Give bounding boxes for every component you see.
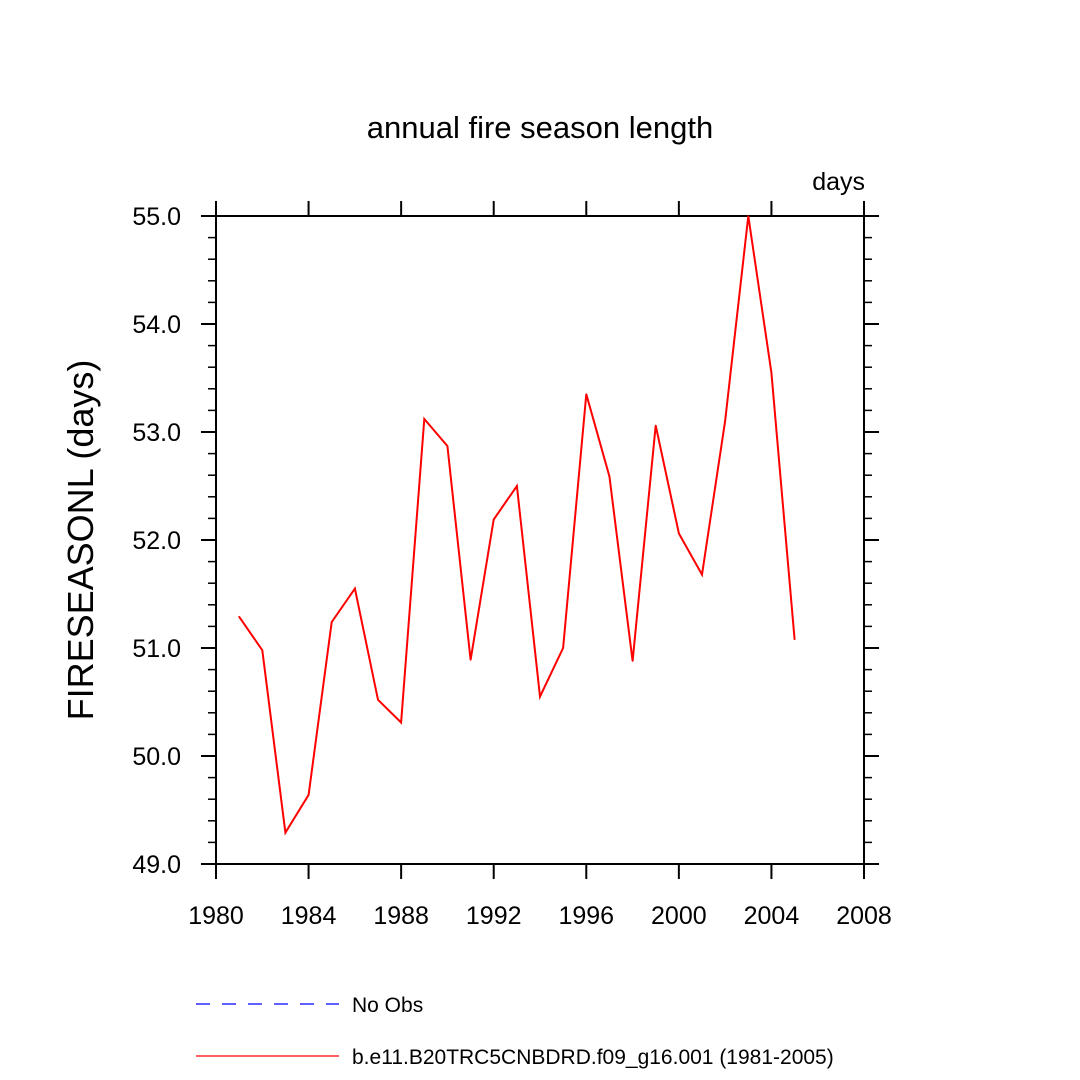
data-point [516, 485, 518, 487]
data-point [678, 532, 680, 535]
series-line-0 [238, 215, 796, 836]
chart-title: annual fire season length [367, 110, 713, 145]
data-point [654, 424, 657, 427]
y-tick-label: 51.0 [132, 635, 181, 663]
tick-labels: 1980 1984 1988 1992 1996 2000 2004 2008 49.0 50.0… [132, 203, 891, 930]
data-point [701, 573, 703, 576]
data-point [238, 615, 240, 618]
legend-label: No Obs [352, 994, 423, 1017]
x-tick-label: 1988 [373, 902, 429, 930]
data-point [608, 475, 611, 478]
data-point [446, 445, 449, 447]
data-point [585, 393, 588, 396]
axis-ticks [201, 201, 879, 879]
y-tick-label: 50.0 [132, 743, 181, 771]
data-point [747, 215, 750, 217]
data-point [330, 621, 333, 623]
x-tick-label: 2000 [651, 902, 707, 930]
data-point [631, 660, 634, 662]
data-point [261, 649, 264, 651]
x-tick-label: 2008 [836, 902, 892, 930]
data-point [724, 420, 726, 423]
data-point [539, 695, 541, 698]
y-tick-label: 54.0 [132, 311, 181, 339]
data-point [354, 587, 356, 590]
x-tick-label: 1996 [558, 902, 614, 930]
data-point [492, 518, 495, 521]
units-label: days [812, 168, 865, 196]
x-tick-label: 1980 [188, 902, 244, 930]
data-point [400, 721, 402, 724]
data-series [238, 215, 796, 836]
x-tick-label: 1992 [466, 902, 522, 930]
legend-label: b.e11.B20TRC5CNBDRD.f09_g16.001 (1981-20… [352, 1046, 834, 1069]
y-axis-label: FIRESEASONL (days) [60, 360, 101, 721]
data-point [562, 647, 564, 649]
y-tick-label: 49.0 [132, 851, 181, 879]
y-tick-label: 52.0 [132, 527, 181, 555]
x-tick-label: 1984 [281, 902, 337, 930]
legend: No Obs b.e11.B20TRC5CNBDRD.f09_g16.001 (1… [196, 994, 834, 1069]
y-tick-label: 55.0 [132, 203, 181, 231]
data-point [284, 831, 287, 834]
data-point [469, 659, 472, 661]
y-tick-label: 53.0 [132, 419, 181, 447]
data-point [307, 794, 310, 796]
data-point [377, 699, 379, 701]
x-tick-label: 2004 [744, 902, 800, 930]
data-point [423, 418, 426, 420]
data-point [793, 638, 796, 641]
data-point [770, 371, 773, 374]
